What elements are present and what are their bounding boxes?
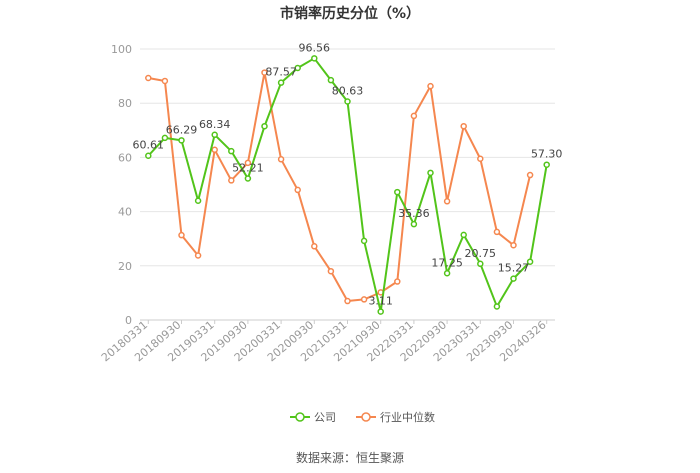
data-point <box>360 237 368 245</box>
y-tick-label: 80 <box>118 97 132 110</box>
data-point <box>443 198 451 205</box>
data-point <box>277 79 285 86</box>
data-point <box>477 155 484 163</box>
data-point <box>427 82 434 90</box>
data-point <box>228 177 235 184</box>
data-label: 66.29 <box>166 123 198 136</box>
data-point <box>394 278 401 285</box>
data-point <box>294 64 301 72</box>
data-point <box>277 156 285 163</box>
data-point <box>211 131 218 139</box>
legend-label: 行业中位数 <box>380 410 435 424</box>
data-point <box>410 112 418 120</box>
data-point <box>145 74 152 82</box>
data-point <box>194 252 202 259</box>
data-point <box>211 146 218 154</box>
x-axis: 2018033120180930201903312019093020200331… <box>99 318 549 364</box>
data-label: 35.36 <box>398 207 430 220</box>
data-point <box>244 175 252 182</box>
data-point <box>360 296 368 303</box>
data-label: 68.34 <box>199 118 231 131</box>
data-point <box>194 197 202 205</box>
data-point <box>460 231 467 239</box>
data-point <box>427 169 434 177</box>
data-label: 52.21 <box>232 162 264 175</box>
data-point <box>228 147 235 155</box>
legend-label: 公司 <box>314 411 336 424</box>
data-label: 60.61 <box>133 139 165 152</box>
legend-marker <box>361 412 371 422</box>
legend-marker <box>295 412 305 422</box>
data-label: 3.11 <box>368 295 393 308</box>
data-point <box>178 137 185 144</box>
data-point <box>161 134 169 142</box>
source-note: 数据来源：恒生聚源 <box>296 450 404 465</box>
data-label: 15.27 <box>498 262 530 275</box>
data-point <box>510 241 517 249</box>
y-tick-label: 0 <box>125 314 132 327</box>
data-point <box>161 77 169 85</box>
data-label: 80.63 <box>332 84 364 97</box>
data-label: 96.56 <box>299 41 331 54</box>
data-point <box>145 152 152 159</box>
data-point <box>294 186 301 194</box>
data-point <box>543 161 550 168</box>
chart-title: 市销率历史分位（%） <box>280 5 420 22</box>
y-tick-label: 20 <box>118 260 132 273</box>
plot-area <box>145 55 550 315</box>
data-point <box>344 98 351 105</box>
data-point <box>526 258 534 265</box>
data-point <box>311 55 318 62</box>
data-point <box>327 267 335 275</box>
data-point <box>327 76 335 84</box>
data-point <box>477 260 484 268</box>
data-point <box>377 308 384 315</box>
y-tick-label: 100 <box>111 43 132 56</box>
data-point <box>410 220 418 228</box>
data-label: 57.30 <box>531 148 563 161</box>
data-point <box>510 275 517 282</box>
y-tick-label: 40 <box>118 206 132 219</box>
data-point <box>244 159 252 167</box>
data-point <box>460 122 467 130</box>
data-point <box>311 243 318 250</box>
data-point <box>493 228 501 236</box>
data-point <box>394 188 401 196</box>
data-point <box>261 69 268 76</box>
series-line <box>148 71 532 303</box>
data-label: 20.75 <box>465 247 497 260</box>
data-label: 17.25 <box>431 256 463 269</box>
data-point <box>178 231 185 239</box>
data-point <box>526 171 534 179</box>
y-tick-label: 60 <box>118 151 132 164</box>
y-axis: 0 20 40 60 80 100 <box>111 43 132 327</box>
data-point <box>344 297 351 305</box>
data-point <box>443 270 451 277</box>
data-point <box>493 303 501 310</box>
data-point <box>261 122 268 130</box>
data-label: 87.57 <box>265 66 297 79</box>
legend: 公司 行业中位数 <box>290 410 435 424</box>
